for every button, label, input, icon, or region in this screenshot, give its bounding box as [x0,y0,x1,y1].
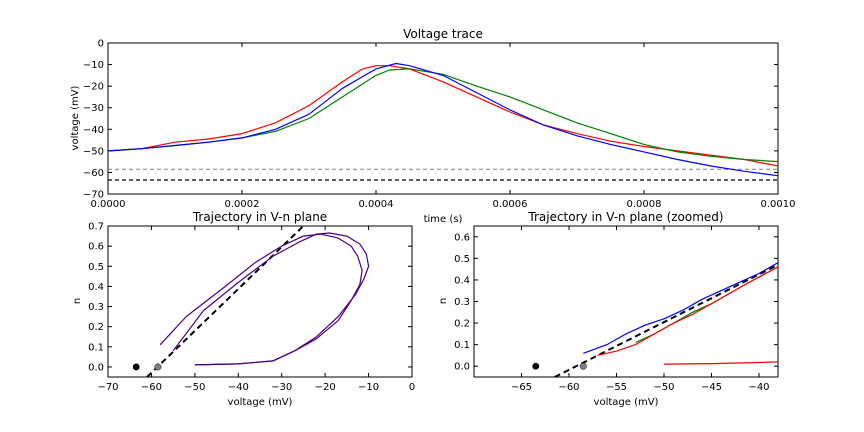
vn-trajectory-zoomed-fixed-point [579,362,587,370]
vn-trajectory-nullcline [146,226,305,377]
vn-trajectory-zoomed-ytick-label: 0.0 [454,362,470,373]
vn-trajectory-ytick-label: 0.0 [88,362,104,373]
vn-trajectory-zoomed-ytick-label: 0.6 [454,232,470,243]
vn-trajectory-ytick-label: 0.1 [88,342,104,353]
voltage-trace-series-blue [108,62,778,177]
vn-trajectory-zoomed-ytick-label: 0.1 [454,340,470,351]
voltage-trace-ylabel: voltage (mV) [70,85,81,150]
vn-trajectory-xtick-label: −50 [184,382,205,393]
vn-trajectory-xtick-label: 0 [409,382,415,393]
vn-trajectory-zoomed-ytick-label: 0.4 [454,275,470,286]
vn-trajectory-xtick-label: −30 [271,382,292,393]
vn-trajectory-fixed-point [154,363,162,371]
vn-trajectory-zoomed-nullcline [554,263,778,377]
vn-trajectory-zoomed-xlabel: voltage (mV) [594,397,659,408]
vn-trajectory-xtick-label: −10 [358,382,379,393]
voltage-trace-xtick-label: 0.0008 [627,199,662,210]
vn-trajectory-zoomed-fixed-point [532,362,540,370]
voltage-trace-ytick-label: −10 [83,60,104,71]
voltage-trace-ytick-label: −20 [83,82,104,93]
vn-trajectory-panel: Trajectory in V-n plane voltage (mV) n −… [72,210,415,408]
voltage-trace-ytick-label: −60 [83,168,104,179]
vn-trajectory-plot-area [146,226,370,377]
vn-trajectory-ytick-label: 0.4 [88,282,104,293]
voltage-trace-ytick-label: 0 [98,39,104,50]
vn-trajectory-ytick-label: 0.5 [88,262,104,273]
vn-trajectory-zoomed-series-blue [583,262,778,354]
vn-trajectory-series-4b0082 [159,233,363,366]
voltage-trace-ytick-label: −70 [83,190,104,201]
vn-trajectory-zoomed-marks: −65 −60 −55 −50 −45 −40 0.0 0.1 0.2 0.3 0.4 0.5 0.6 [454,226,778,393]
vn-trajectory-ylabel: n [72,298,83,304]
vn-trajectory-zoomed-xtick-label: −55 [606,382,627,393]
vn-trajectory-zoomed-xtick-label: −60 [558,382,579,393]
vn-trajectory-zoomed-xtick-label: −65 [511,382,532,393]
voltage-trace-xtick-label: 0.0000 [91,199,126,210]
vn-trajectory-zoomed-ytick-label: 0.3 [454,297,470,308]
voltage-trace-ytick-label: −40 [83,125,104,136]
vn-trajectory-zoomed-series-red [663,361,778,365]
voltage-trace-panel: Voltage trace time (s) voltage (mV) 0.00… [70,27,796,225]
vn-trajectory-fixed-point [132,363,140,371]
vn-trajectory-ytick-label: 0.6 [88,242,104,253]
vn-trajectory-xtick-label: −40 [228,382,249,393]
voltage-trace-plot-area [108,62,778,181]
vn-trajectory-zoomed-panel: Trajectory in V-n plane (zoomed) voltage… [438,210,779,408]
vn-trajectory-zoomed-title: Trajectory in V-n plane (zoomed) [527,210,723,224]
voltage-trace-xtick-label: 0.0002 [225,199,260,210]
vn-trajectory-ytick-label: 0.2 [88,322,104,333]
voltage-trace-xtick-label: 0.0004 [359,199,394,210]
vn-trajectory-zoomed-xtick-label: −50 [653,382,674,393]
vn-trajectory-zoomed-xtick-label: −45 [701,382,722,393]
vn-trajectory-zoomed-series-red [597,266,778,356]
voltage-trace-xtick-label: 0.0010 [761,199,796,210]
vn-trajectory-xlabel: voltage (mV) [228,397,293,408]
vn-trajectory-xtick-label: −70 [97,382,118,393]
vn-trajectory-axes-frame [107,225,413,378]
vn-trajectory-title: Trajectory in V-n plane [192,210,327,224]
voltage-trace-title: Voltage trace [403,27,483,41]
vn-trajectory-marks: −70 −60 −50 −40 −30 −20 −10 0 0.0 0.1 0.2 0.3 0.4 0.5… [88,222,415,394]
vn-trajectory-zoomed-ylabel: n [438,298,449,304]
voltage-trace-marks: 0.0000 0.0002 0.0004 0.0006 0.0008 0.0010 −70 −… [83,39,796,211]
voltage-trace-xtick-label: 0.0006 [493,199,528,210]
vn-trajectory-ytick-label: 0.3 [88,302,104,313]
voltage-trace-ytick-label: −30 [83,103,104,114]
vn-trajectory-zoomed-xtick-label: −40 [748,382,769,393]
vn-trajectory-ytick-label: 0.7 [88,222,104,233]
vn-trajectory-zoomed-ytick-label: 0.5 [454,254,470,265]
vn-trajectory-xtick-label: −60 [141,382,162,393]
voltage-trace-xlabel: time (s) [424,214,463,225]
voltage-trace-axes-frame [107,42,779,195]
vn-trajectory-zoomed-plot-area [554,262,778,377]
vn-trajectory-zoomed-ytick-label: 0.2 [454,319,470,330]
vn-trajectory-xtick-label: −20 [315,382,336,393]
voltage-trace-ytick-label: −50 [83,146,104,157]
